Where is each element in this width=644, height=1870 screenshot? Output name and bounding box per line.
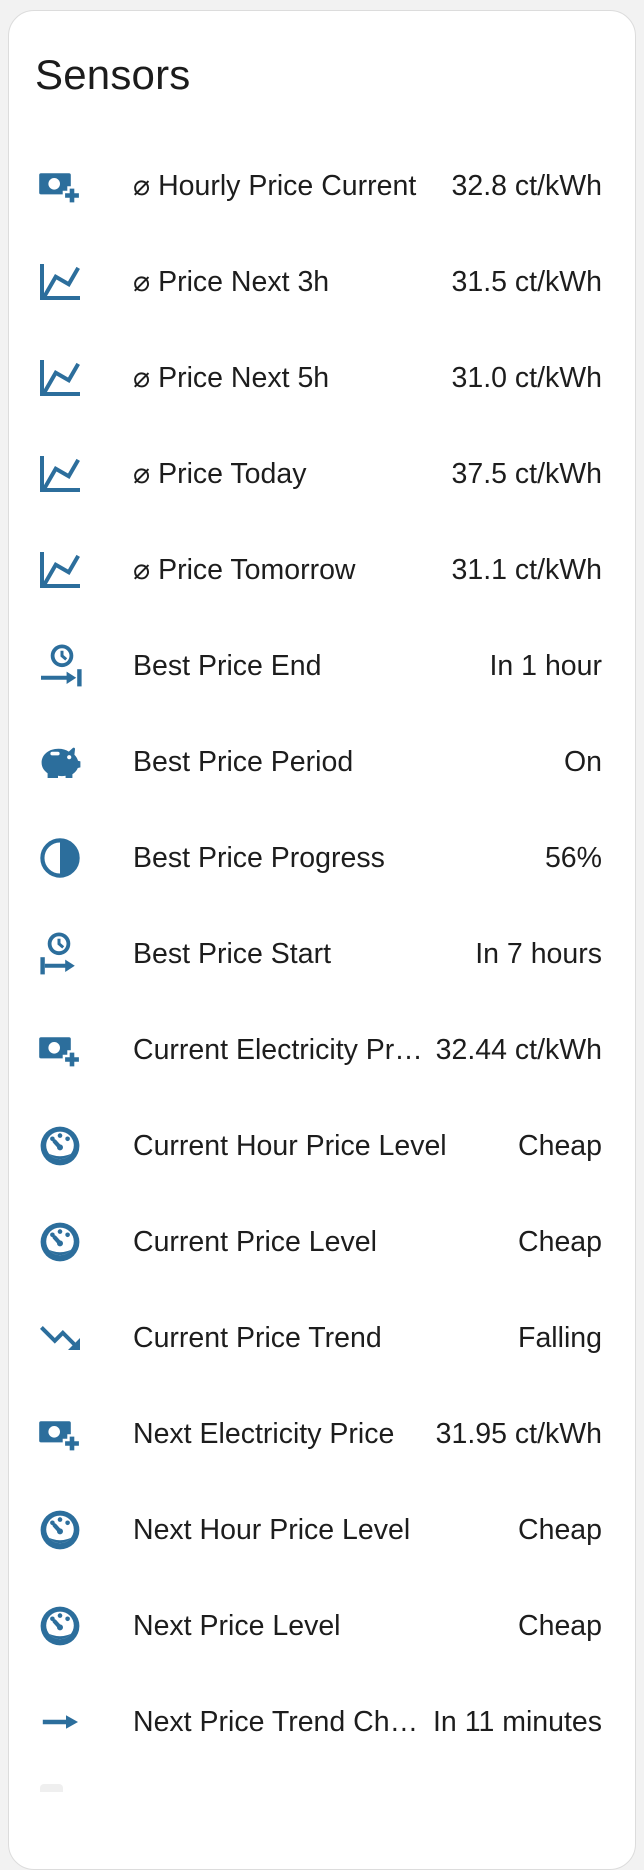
sensor-name: Best Price Progress	[133, 841, 385, 874]
sensor-row[interactable]: Next Electricity Price 31.95 ct/kWh	[9, 1386, 635, 1482]
sensor-row[interactable]: Next Hour Price Level Cheap	[9, 1482, 635, 1578]
chart-line-icon-holder	[36, 354, 84, 402]
sensor-row[interactable]: ⌀ Price Next 3h 31.5 ct/kWh	[9, 234, 635, 330]
gauge-icon	[40, 1606, 80, 1646]
sensor-row[interactable]: Best Price Start In 7 hours	[9, 906, 635, 1002]
trending-down-icon	[40, 1326, 80, 1350]
sensor-name: ⌀ Price Next 3h	[133, 266, 330, 298]
sensor-value: 31.5 ct/kWh	[451, 265, 602, 298]
sensor-name: Best Price Start	[133, 937, 331, 970]
chart-line-icon	[40, 264, 80, 300]
sensor-value: Cheap	[518, 1513, 602, 1546]
chart-line-icon	[40, 360, 80, 396]
sensor-value: Cheap	[518, 1609, 602, 1642]
gauge-icon-holder	[36, 1122, 84, 1170]
cash-plus-icon-holder	[36, 162, 84, 210]
sensor-row[interactable]: Current Price Trend Falling	[9, 1290, 635, 1386]
sensor-row[interactable]: Current Hour Price Level Cheap	[9, 1098, 635, 1194]
clock-end-icon	[41, 644, 82, 687]
sensor-name: ⌀ Hourly Price Current	[133, 170, 417, 202]
sensor-name: Next Electricity Price	[133, 1417, 395, 1450]
trending-down-icon-holder	[36, 1314, 84, 1362]
clock-end-icon-holder	[36, 642, 84, 690]
sensor-name: ⌀ Price Today	[133, 458, 307, 490]
chart-line-icon-holder	[36, 258, 84, 306]
clock-start-icon-holder	[36, 930, 84, 978]
sensor-value: In 7 hours	[475, 937, 602, 970]
sensor-name: Current Price Trend	[133, 1321, 382, 1354]
sensor-value: 32.44 ct/kWh	[435, 1033, 602, 1066]
cash-plus-icon	[39, 1421, 82, 1453]
gauge-icon	[40, 1126, 80, 1166]
sensor-row[interactable]: Current Electricity Pr… 32.44 ct/kWh	[9, 1002, 635, 1098]
gauge-icon	[40, 1510, 80, 1550]
sensors-card: Sensors ⌀ Hourly Price Current 32.8 ct/k…	[8, 10, 636, 1870]
sensor-name: Current Hour Price Level	[133, 1129, 447, 1162]
sensor-name: Current Price Level	[133, 1225, 377, 1258]
gauge-icon-holder	[36, 1602, 84, 1650]
sensor-row[interactable]: Best Price End In 1 hour	[9, 618, 635, 714]
sensor-row[interactable]: Next Price Level Cheap	[9, 1578, 635, 1674]
sensor-value: On	[563, 745, 602, 778]
sensor-name: Current Electricity Pr…	[133, 1033, 423, 1066]
chart-line-icon-holder	[36, 450, 84, 498]
gauge-icon-holder	[36, 1218, 84, 1266]
sensor-name: Next Price Level	[133, 1609, 341, 1642]
sensor-row[interactable]: Current Price Level Cheap	[9, 1194, 635, 1290]
sensor-row[interactable]: Next Price Trend Ch… In 11 minutes	[9, 1674, 635, 1770]
sensor-name: Next Hour Price Level	[133, 1513, 411, 1546]
next-row-icon-fragment	[40, 1784, 63, 1792]
sensor-value: 31.1 ct/kWh	[451, 553, 602, 586]
cash-plus-icon	[39, 1037, 82, 1069]
sensor-value: 31.95 ct/kWh	[435, 1417, 602, 1450]
sensor-name: Next Price Trend Ch…	[133, 1705, 419, 1738]
sensor-name: ⌀ Price Next 5h	[133, 362, 330, 394]
sensor-row[interactable]: ⌀ Price Tomorrow 31.1 ct/kWh	[9, 522, 635, 618]
sensor-value: Falling	[518, 1321, 602, 1354]
sensor-row[interactable]: ⌀ Hourly Price Current 32.8 ct/kWh	[9, 138, 635, 234]
card-title: Sensors	[35, 51, 191, 98]
sensor-value: 31.0 ct/kWh	[451, 361, 602, 394]
piggy-bank-icon	[41, 747, 81, 778]
sensor-value: In 1 hour	[489, 649, 603, 682]
sensor-value: Cheap	[518, 1225, 602, 1258]
sensor-value: 37.5 ct/kWh	[451, 457, 602, 490]
sensor-name: Best Price Period	[133, 745, 354, 778]
sensor-value: Cheap	[518, 1129, 602, 1162]
sensor-row[interactable]: ⌀ Price Next 5h 31.0 ct/kWh	[9, 330, 635, 426]
sensor-list: ⌀ Hourly Price Current 32.8 ct/kWh ⌀ Pri…	[9, 138, 635, 1770]
cash-plus-icon-holder	[36, 1026, 84, 1074]
arrow-right-icon	[42, 1715, 78, 1729]
cash-plus-icon	[39, 173, 82, 205]
chart-line-icon-holder	[36, 546, 84, 594]
gauge-icon	[40, 1222, 80, 1262]
chart-line-icon	[40, 456, 80, 492]
sensor-value: 56%	[544, 841, 602, 874]
sensor-value: In 11 minutes	[433, 1705, 602, 1738]
gauge-icon-holder	[36, 1506, 84, 1554]
clock-start-icon	[40, 932, 75, 975]
sensor-row[interactable]: Best Price Period On	[9, 714, 635, 810]
sensor-value: 32.8 ct/kWh	[451, 169, 602, 202]
chart-line-icon	[40, 552, 80, 588]
cash-plus-icon-holder	[36, 1410, 84, 1458]
arrow-right-icon-holder	[36, 1698, 84, 1746]
circle-half-full-icon-holder	[36, 834, 84, 882]
sensor-name: Best Price End	[133, 649, 322, 682]
sensor-row[interactable]: Best Price Progress 56%	[9, 810, 635, 906]
sensor-row[interactable]: ⌀ Price Today 37.5 ct/kWh	[9, 426, 635, 522]
sensor-name: ⌀ Price Tomorrow	[133, 554, 356, 586]
circle-half-full-icon	[40, 838, 80, 878]
piggy-bank-icon-holder	[36, 738, 84, 786]
